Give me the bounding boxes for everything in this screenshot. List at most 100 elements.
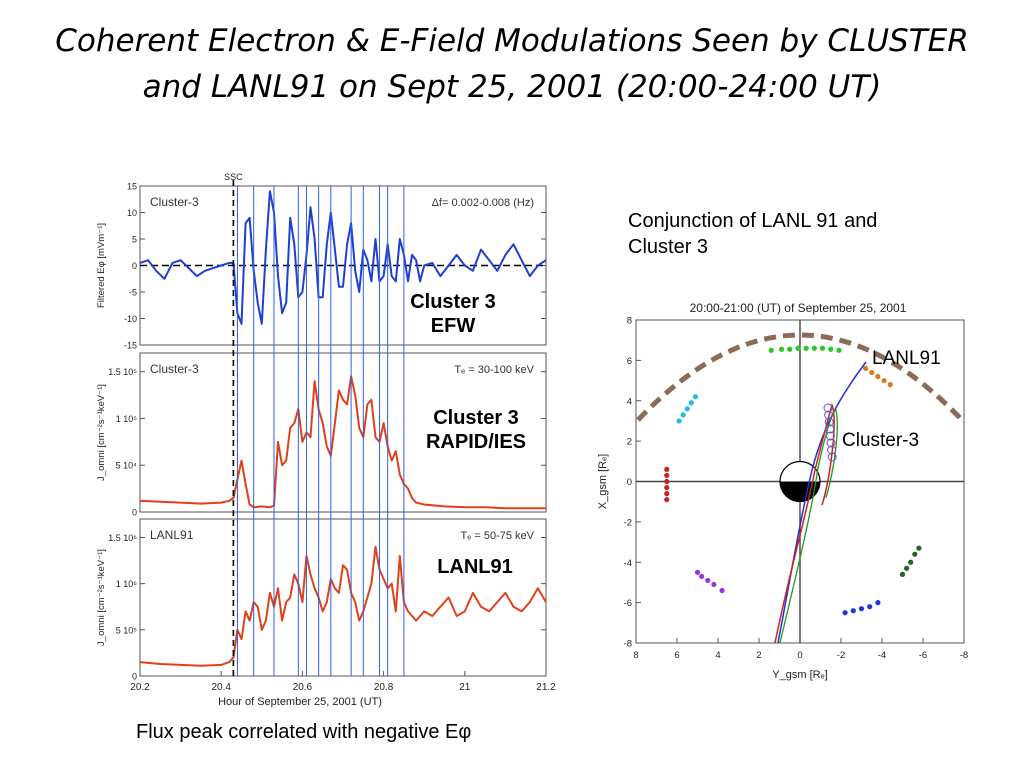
x-tick-label: 20.6 — [293, 682, 313, 693]
slide-title: Coherent Electron & E-Field Modulations … — [20, 18, 1004, 110]
position-dot-group-5 — [867, 604, 873, 610]
shared-vertical-lines: SSC — [224, 172, 405, 676]
orbit-title: 20:00-21:00 (UT) of September 25, 2001 — [690, 301, 907, 315]
x-tick-label: 20.2 — [130, 682, 150, 693]
caption: Flux peak correlated with negative Eφ — [136, 721, 472, 743]
conjunction-note: Conjunction of LANL 91 and Cluster 3 — [628, 208, 988, 260]
conjunction-note-line1: Conjunction of LANL 91 and — [628, 210, 878, 232]
panel2-ytick-label: 0 — [132, 672, 137, 682]
panel0-ytick-label: 10 — [127, 208, 137, 218]
position-dot-group-2 — [680, 412, 686, 418]
panel2-right-label: Tₑ = 50-75 keV — [461, 530, 535, 542]
position-dot-group-0 — [768, 347, 774, 353]
position-dot-group-4 — [699, 573, 705, 579]
title-line-1: Coherent Electron & E-Field Modulations … — [55, 23, 969, 59]
position-dot-group-5 — [875, 600, 881, 606]
cluster3-track-red — [774, 402, 835, 644]
panel0-right-label: Δf= 0.002-0.008 (Hz) — [432, 197, 534, 209]
cluster3-position-marker — [825, 431, 835, 441]
position-dot-group-0 — [836, 347, 842, 353]
title-line-2: and LANL91 on Sept 25, 2001 (20:00-24:00… — [142, 69, 882, 105]
panel2-ytick-label: 1 10⁶ — [116, 579, 138, 589]
orbit-x-tick-label: 8 — [633, 650, 638, 661]
orbit-y-tick-label: 8 — [627, 316, 632, 327]
x-axis: 20.2 20.4 20.6 20.8 21 21.2 Hour of September … — [130, 671, 556, 708]
position-dot-group-5 — [858, 606, 865, 612]
orbit-x-tick-label: 6 — [674, 650, 679, 661]
orbit-chart: 20:00-21:00 (UT) of September 25, 2001 8 6… — [597, 301, 968, 681]
lanl91-track — [777, 361, 867, 644]
position-dot-group-3 — [664, 484, 670, 491]
orbit-label-cluster: Cluster-3 — [842, 430, 920, 451]
orbit-y-tick-label: -4 — [624, 558, 632, 569]
panel0-series-line — [139, 190, 547, 325]
panel0-ytick-label: 0 — [132, 261, 137, 271]
orbit-x-tick-label: 0 — [797, 650, 802, 661]
orbit-x-tick-label: -8 — [960, 650, 968, 661]
orbit-y-tick-label: 2 — [627, 437, 632, 448]
position-dot-group-1 — [887, 382, 893, 388]
orbit-x-tick-label: -4 — [878, 650, 886, 661]
orbit-y-tick-label: -8 — [624, 639, 632, 650]
annotation-rapid-line2: RAPID/IES — [425, 431, 527, 453]
panel1-ytick-label: 1 10⁵ — [116, 414, 138, 424]
x-axis-label: Hour of September 25, 2001 (UT) — [218, 696, 382, 708]
orbit-x-label: Y_gsm [Rₑ] — [772, 669, 827, 681]
position-dot-group-1 — [881, 377, 887, 384]
orbit-frame: 20:00-21:00 (UT) of September 25, 2001 8 6… — [597, 301, 968, 681]
x-tick-label: 21.2 — [536, 682, 556, 693]
panel0-ytick-label: -15 — [124, 341, 137, 351]
cluster3-position-marker — [827, 445, 837, 455]
annotation-efw-line1: Cluster 3 — [410, 291, 496, 313]
position-dot-group-6 — [916, 545, 922, 551]
position-dot-group-5 — [850, 608, 856, 614]
position-dot-group-0 — [787, 346, 793, 352]
panel1-ylabel: J_omni [cm⁻²s⁻¹keV⁻¹] — [96, 384, 107, 481]
annotation-rapid: Cluster 3 RAPID/IES — [408, 406, 544, 454]
orbit-y-tick-label: 6 — [627, 356, 632, 367]
panel2-ylabel: J_omni [cm⁻²s⁻¹keV⁻¹] — [96, 549, 107, 646]
panel2-ytick-label: 5 10⁵ — [116, 625, 138, 635]
conjunction-note-line2: Cluster 3 — [628, 236, 709, 258]
position-dot-group-4 — [719, 587, 725, 594]
panel0-ytick-label: -10 — [124, 314, 137, 324]
position-dot-group-4 — [711, 581, 717, 588]
position-dot-group-6 — [908, 559, 914, 565]
annotation-rapid-line1: Cluster 3 — [433, 407, 519, 429]
ssc-label: SSC — [224, 172, 243, 182]
position-dot-group-4 — [694, 569, 701, 575]
orbit-y-tick-label: -6 — [624, 598, 632, 609]
cluster3-position-marker — [827, 452, 837, 462]
orbit-x-tick-label: 2 — [756, 650, 761, 661]
orbit-x-tick-label: -6 — [919, 650, 927, 661]
position-dot-group-2 — [684, 406, 690, 412]
geosynchronous-arc — [636, 332, 964, 422]
orbit-label-lanl: LANL91 — [872, 348, 941, 369]
earth-night-side — [780, 481, 820, 502]
position-dot-group-3 — [664, 466, 670, 472]
position-dot-group-0 — [819, 345, 826, 351]
x-tick-label: 20.8 — [374, 682, 394, 693]
panel1-ytick-label: 0 — [132, 508, 137, 518]
panel1-frame — [139, 352, 547, 513]
annotation-lanl: LANL91 — [437, 556, 513, 578]
spacecraft-positions — [664, 345, 922, 616]
position-dot-group-2 — [676, 418, 682, 424]
orbit-x-tick-label: -2 — [837, 650, 845, 661]
x-tick-label: 20.4 — [211, 682, 231, 693]
panel0-ytick-label: 15 — [127, 182, 137, 192]
annotation-efw: Cluster 3 EFW — [398, 290, 508, 338]
cluster3-track-green — [779, 409, 838, 644]
efield-panel: 15 10 5 0 -5 -10 -15 Filtered Eφ [mVm⁻¹] Cluster… — [96, 182, 547, 351]
position-dot-group-2 — [688, 400, 694, 406]
panel2-frame — [139, 518, 547, 677]
orbit-y-tick-label: 0 — [627, 477, 632, 488]
position-dot-group-0 — [795, 345, 801, 351]
orbit-y-tick-label: 4 — [627, 396, 632, 407]
position-dot-group-1 — [875, 373, 881, 380]
panel1-right-label: Tₑ = 30-100 keV — [454, 364, 534, 376]
position-dot-group-0 — [811, 345, 817, 351]
panel0-label: Cluster-3 — [150, 195, 199, 209]
cluster3-position-marker — [824, 417, 834, 427]
